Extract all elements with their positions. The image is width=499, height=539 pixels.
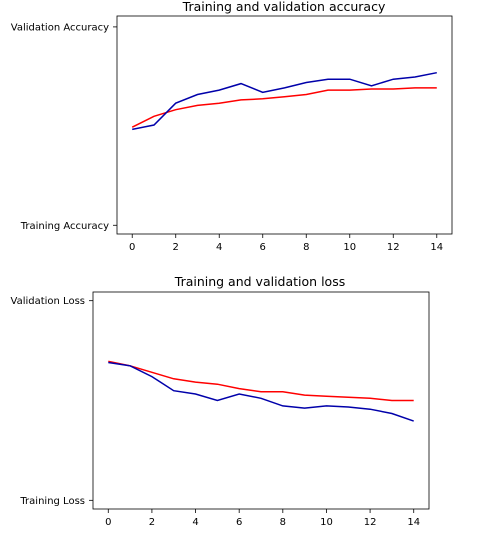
plot-frame: [116, 15, 453, 235]
x-tick-label: 4: [216, 242, 222, 253]
x-tick-label: 8: [280, 517, 286, 528]
y-tick-label: Training Accuracy: [20, 221, 109, 232]
x-tick-label: 0: [129, 242, 135, 253]
x-tick-label: 14: [407, 517, 420, 528]
x-tick-label: 14: [430, 242, 443, 253]
y-tick-label: Validation Loss: [11, 296, 86, 307]
plot-frame: [92, 291, 430, 510]
x-tick-label: 4: [192, 517, 198, 528]
x-tick-label: 8: [303, 242, 309, 253]
chart-title: Training and validation loss: [174, 274, 345, 289]
x-tick-label: 6: [260, 242, 266, 253]
x-tick-label: 10: [320, 517, 333, 528]
x-tick-label: 10: [343, 242, 356, 253]
y-tick-label: Training Loss: [19, 496, 85, 507]
x-tick-label: 6: [236, 517, 242, 528]
x-tick-label: 12: [387, 242, 400, 253]
training-series-line: [131, 87, 437, 128]
loss-chart: Training and validation loss 0 2 4 6 8 10 12 14…: [11, 274, 430, 528]
x-tick-label: 2: [173, 242, 179, 253]
validation-series-line: [132, 71, 437, 131]
chart-title: Training and validation accuracy: [182, 0, 386, 14]
y-tick-label: Validation Accuracy: [11, 22, 109, 33]
training-series-line: [108, 360, 414, 402]
x-tick-label: 2: [149, 517, 155, 528]
validation-series-line: [108, 361, 414, 422]
x-tick-label: 12: [364, 517, 377, 528]
accuracy-chart: Training and validation accuracy 0 2 4 6 8 10…: [11, 0, 453, 253]
x-tick-label: 0: [105, 517, 111, 528]
